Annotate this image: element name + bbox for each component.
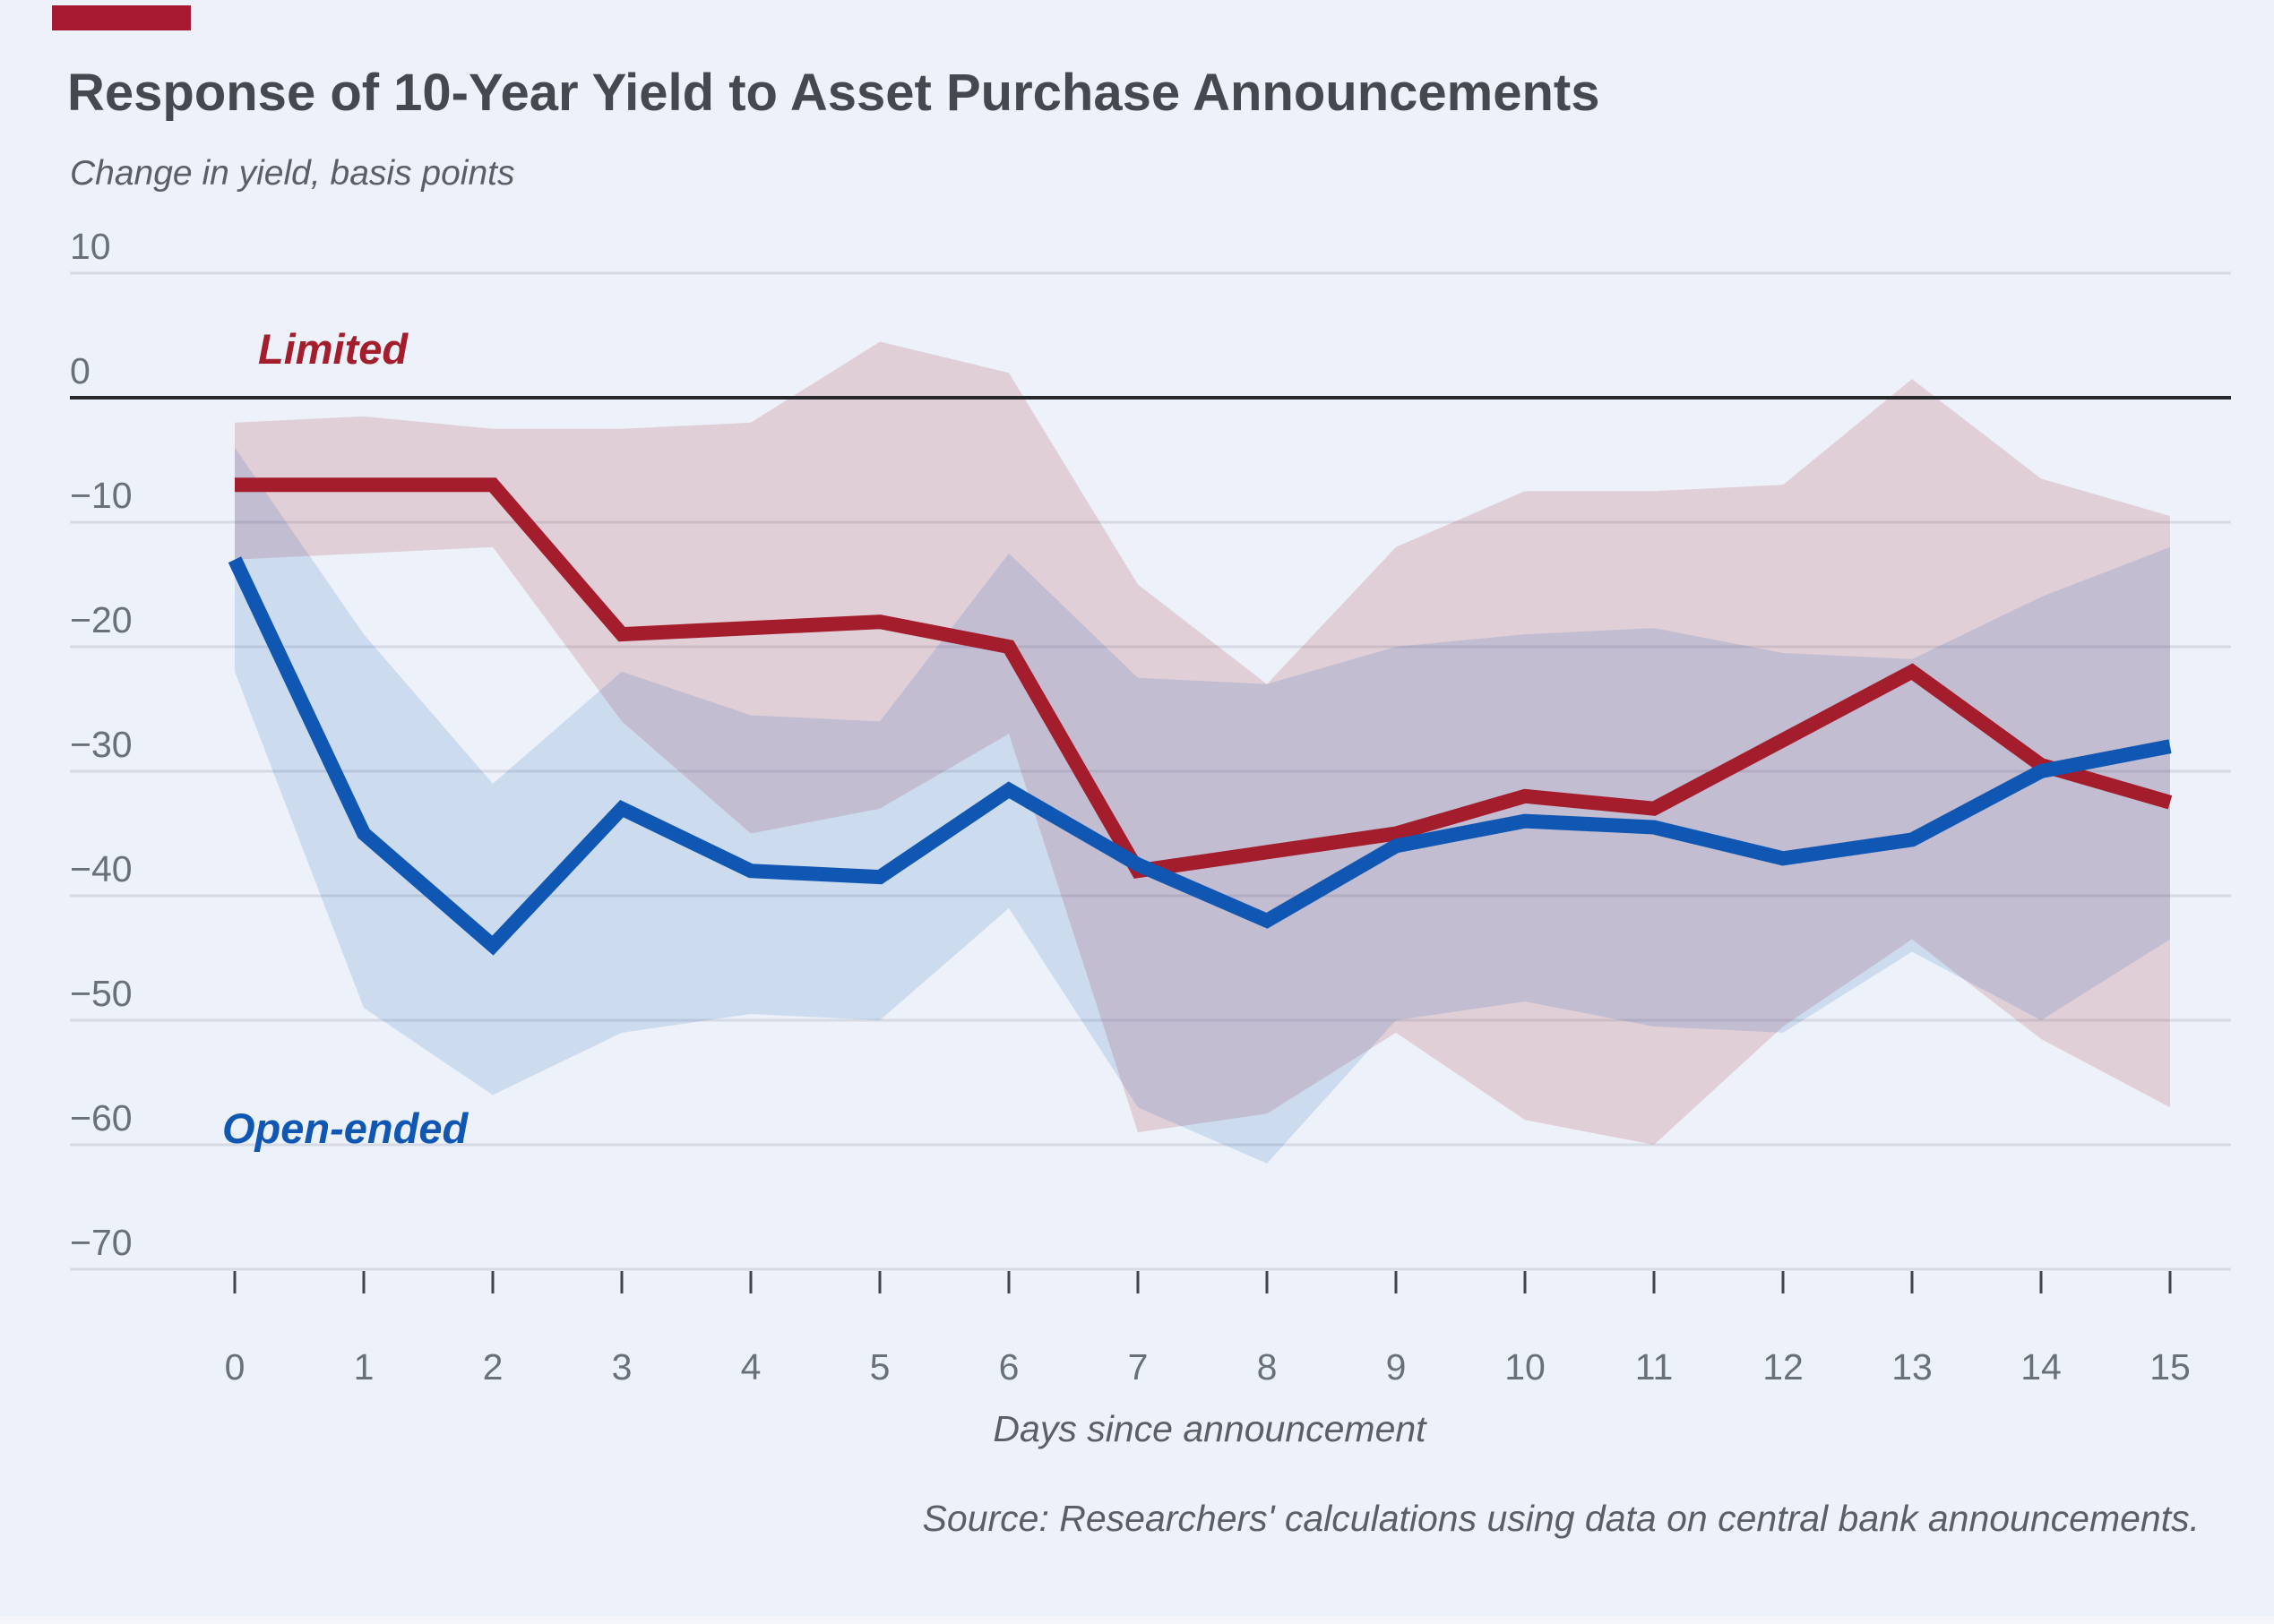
svg-text:10: 10 — [70, 226, 111, 267]
svg-text:6: 6 — [999, 1346, 1020, 1388]
svg-text:15: 15 — [2149, 1346, 2191, 1388]
accent-bar — [52, 5, 191, 30]
limited-confidence-band — [235, 341, 2170, 1145]
svg-text:1: 1 — [354, 1346, 375, 1388]
svg-text:5: 5 — [870, 1346, 891, 1388]
svg-text:7: 7 — [1128, 1346, 1149, 1388]
svg-text:−50: −50 — [70, 973, 133, 1014]
bottom-edge-strip — [0, 1616, 2274, 1624]
svg-text:2: 2 — [483, 1346, 504, 1388]
svg-text:8: 8 — [1257, 1346, 1278, 1388]
series-label-limited: Limited — [258, 325, 409, 373]
svg-text:−30: −30 — [70, 724, 133, 765]
series-label-open-ended: Open-ended — [222, 1104, 469, 1152]
source-note: Source: Researchers' calculations using … — [922, 1498, 2200, 1539]
svg-text:−70: −70 — [70, 1222, 133, 1263]
svg-text:4: 4 — [741, 1346, 762, 1388]
svg-text:−60: −60 — [70, 1097, 133, 1139]
svg-text:9: 9 — [1386, 1346, 1407, 1388]
x-axis: 0 1 2 3 4 5 6 7 8 9 10 11 12 13 14 15 — [225, 1271, 2191, 1388]
svg-text:10: 10 — [1504, 1346, 1546, 1388]
open-ended-line — [228, 556, 2172, 956]
svg-text:11: 11 — [1635, 1346, 1674, 1388]
svg-text:0: 0 — [225, 1346, 245, 1388]
svg-text:−40: −40 — [70, 848, 133, 889]
x-axis-title: Days since announcement — [993, 1408, 1426, 1449]
y-axis-units-label: Change in yield, basis points — [70, 154, 515, 193]
svg-text:−10: −10 — [70, 475, 133, 516]
svg-text:3: 3 — [612, 1346, 633, 1388]
chart-title: Response of 10-Year Yield to Asset Purch… — [67, 64, 1600, 122]
open-ended-confidence-band — [235, 447, 2170, 1164]
limited-line — [235, 477, 2173, 879]
svg-text:13: 13 — [1891, 1346, 1933, 1388]
svg-text:12: 12 — [1762, 1346, 1804, 1388]
svg-text:−20: −20 — [70, 599, 133, 640]
y-axis-labels: 10 0 −10 −20 −30 −40 −50 −60 −70 — [70, 226, 133, 1263]
svg-text:0: 0 — [70, 350, 90, 391]
svg-text:14: 14 — [2020, 1346, 2062, 1388]
